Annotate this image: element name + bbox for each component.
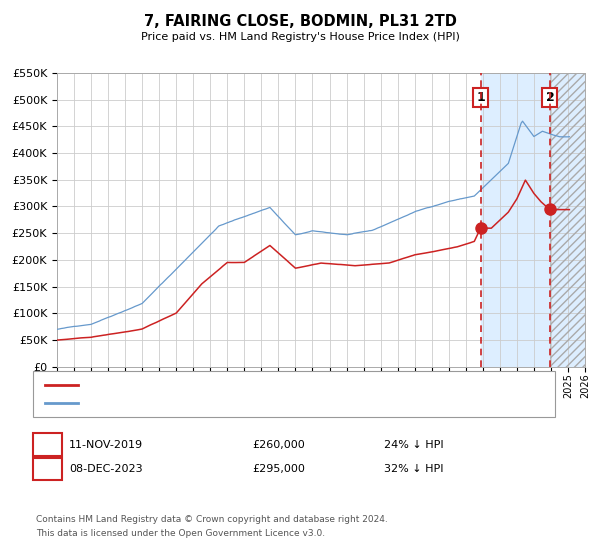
Text: 7, FAIRING CLOSE, BODMIN, PL31 2TD (detached house): 7, FAIRING CLOSE, BODMIN, PL31 2TD (deta…: [83, 380, 375, 390]
Text: This data is licensed under the Open Government Licence v3.0.: This data is licensed under the Open Gov…: [36, 529, 325, 538]
Text: 1: 1: [476, 91, 485, 104]
Text: £260,000: £260,000: [252, 440, 305, 450]
Text: 7, FAIRING CLOSE, BODMIN, PL31 2TD: 7, FAIRING CLOSE, BODMIN, PL31 2TD: [143, 14, 457, 29]
Text: 08-DEC-2023: 08-DEC-2023: [69, 464, 143, 474]
Text: £295,000: £295,000: [252, 464, 305, 474]
Text: Price paid vs. HM Land Registry's House Price Index (HPI): Price paid vs. HM Land Registry's House …: [140, 32, 460, 43]
Text: 24% ↓ HPI: 24% ↓ HPI: [384, 440, 443, 450]
Text: 2: 2: [43, 463, 52, 476]
Bar: [550, 73, 600, 367]
Text: 32% ↓ HPI: 32% ↓ HPI: [384, 464, 443, 474]
Bar: [481, 73, 550, 367]
Text: 11-NOV-2019: 11-NOV-2019: [69, 440, 143, 450]
Text: 1: 1: [43, 438, 52, 451]
Text: Contains HM Land Registry data © Crown copyright and database right 2024.: Contains HM Land Registry data © Crown c…: [36, 515, 388, 524]
Text: HPI: Average price, detached house, Cornwall: HPI: Average price, detached house, Corn…: [83, 398, 321, 408]
Bar: [550, 73, 600, 367]
Text: 2: 2: [545, 91, 554, 104]
